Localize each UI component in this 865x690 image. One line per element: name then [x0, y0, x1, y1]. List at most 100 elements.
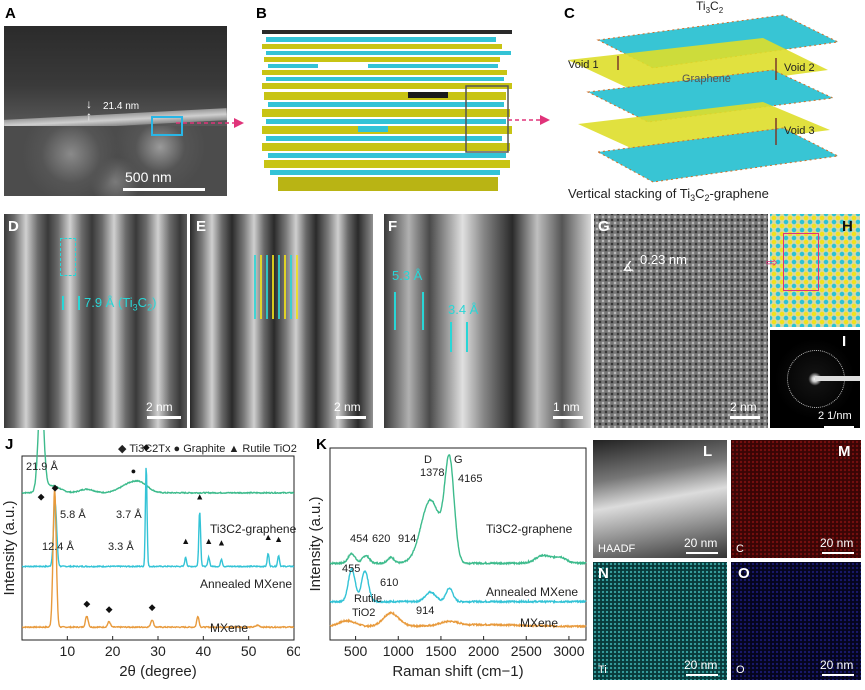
panel-m: [731, 440, 861, 558]
panel-c-model: Ti3C2 Void 1 Void 2 Graphene Void 3 Vert…: [568, 0, 840, 203]
series-label: Ti3C2-graphene: [486, 522, 573, 536]
x-tick-label: 10: [60, 643, 76, 659]
void1-label: Void 1: [568, 59, 599, 71]
n-scalebar-label: 20 nm: [684, 658, 718, 672]
d-marker: [62, 296, 80, 310]
series-line-1: [21, 430, 295, 495]
panel-b-schematic: [262, 30, 512, 191]
x-tick-label: 2500: [511, 643, 542, 659]
y-axis-label: Intensity (a.u.): [307, 496, 324, 591]
panel-o: [731, 562, 861, 680]
x-tick-label: 30: [150, 643, 166, 659]
x-tick-label: 1000: [383, 643, 414, 659]
link-arrow-ab: [176, 118, 244, 128]
x-tick-label: 50: [241, 643, 257, 659]
panel-label-c: C: [564, 5, 575, 22]
void2-label: Void 2: [784, 62, 815, 74]
peak-marker: ▲: [264, 532, 273, 542]
i-beam-stop: [815, 376, 860, 381]
annotation: 610: [380, 577, 398, 589]
peak-marker: ◆: [52, 482, 59, 492]
series-line-3: [22, 488, 295, 629]
peak-marker: ▲: [204, 536, 213, 546]
panel-e: [190, 214, 373, 428]
plot-frame: [329, 447, 587, 641]
n-tag: Ti: [598, 664, 607, 676]
panel-label-b: B: [256, 5, 267, 22]
series-line-3: [329, 611, 587, 629]
series-label: Annealed MXene: [486, 585, 578, 599]
thickness-label: 21.4 nm: [103, 101, 140, 112]
d-spacing-label: 7.9 Å (Ti3C2): [84, 295, 157, 313]
panel-label-n: N: [598, 565, 609, 582]
panel-label-k: K: [316, 436, 327, 453]
selection-box: [151, 116, 183, 136]
peak-marker: ◆: [143, 442, 150, 452]
x-tick-label: 60: [286, 643, 300, 659]
panel-label-e: E: [196, 218, 207, 235]
panel-label-g: G: [598, 218, 610, 235]
series-label: MXene: [210, 621, 248, 635]
g-scalebar-line: [730, 416, 760, 419]
l-tag: HAADF: [598, 543, 636, 555]
series-line-2: [329, 567, 587, 605]
atomic-layers: [568, 14, 840, 183]
h-arrow: ⇨: [766, 254, 778, 270]
f-spacing1-label: 5.3 Å: [392, 268, 423, 283]
annotation: 21.9 Å: [26, 460, 58, 473]
panel-label-d: D: [8, 218, 19, 235]
series-line-2: [21, 467, 295, 569]
panel-g: [594, 214, 768, 428]
e-atom-overlay: [254, 255, 302, 319]
f-scalebar-line: [553, 416, 583, 419]
x-tick-label: 500: [344, 643, 368, 659]
f-marker1: [394, 292, 424, 330]
annotation: TiO2: [352, 607, 375, 619]
void3-label: Void 3: [784, 125, 815, 137]
zoom-box: [465, 85, 509, 153]
annotation: 620: [372, 533, 390, 545]
series-label: Annealed MXene: [200, 577, 292, 591]
n-scalebar-line: [686, 674, 718, 676]
annotation: D: [424, 454, 432, 466]
l-scalebar-line: [686, 552, 718, 554]
annotation: 914: [416, 605, 434, 617]
x-tick-label: 3000: [553, 643, 584, 659]
peak-marker: ◆: [38, 492, 45, 502]
o-scalebar-line: [822, 674, 854, 676]
annotation: 1378: [420, 467, 444, 479]
g-lattice-label: 0.23 nm: [640, 252, 687, 267]
x-tick-label: 40: [196, 643, 212, 659]
annotation: 3.3 Å: [108, 540, 134, 553]
d-scalebar-line: [147, 416, 181, 419]
d-lattice-box: [60, 238, 76, 276]
annotation: 4165: [458, 473, 482, 485]
ti3c2-label: Ti3C2: [696, 0, 724, 15]
peak-marker: ▲: [217, 538, 226, 548]
series-line-1: [329, 454, 587, 566]
e-scalebar-line: [336, 416, 366, 419]
m-scalebar-label: 20 nm: [820, 536, 854, 550]
d-scalebar-label: 2 nm: [146, 400, 173, 414]
annotation: G: [454, 454, 463, 466]
panel-label-i: I: [842, 333, 847, 350]
annotation: 914: [398, 533, 416, 545]
annotation: 3.7 Å: [116, 508, 142, 521]
f-scalebar-label: 1 nm: [553, 400, 580, 414]
panel-label-o: O: [738, 565, 750, 582]
g-lattice-marker: ∡: [622, 258, 635, 274]
i-scalebar-line: [824, 426, 854, 428]
layer-stack: [262, 30, 512, 191]
peak-marker: ▲: [195, 492, 204, 502]
x-axis-label: 2θ (degree): [119, 663, 197, 680]
peak-marker: ▲: [181, 536, 190, 546]
panel-label-j: J: [5, 436, 14, 453]
f-marker2: [450, 322, 468, 352]
series-label: MXene: [520, 616, 558, 630]
o-scalebar-label: 20 nm: [820, 658, 854, 672]
scalebar-line: [123, 188, 205, 191]
panel-f: [384, 214, 591, 428]
annotation: 454: [350, 533, 368, 545]
m-tag: C: [736, 543, 744, 555]
